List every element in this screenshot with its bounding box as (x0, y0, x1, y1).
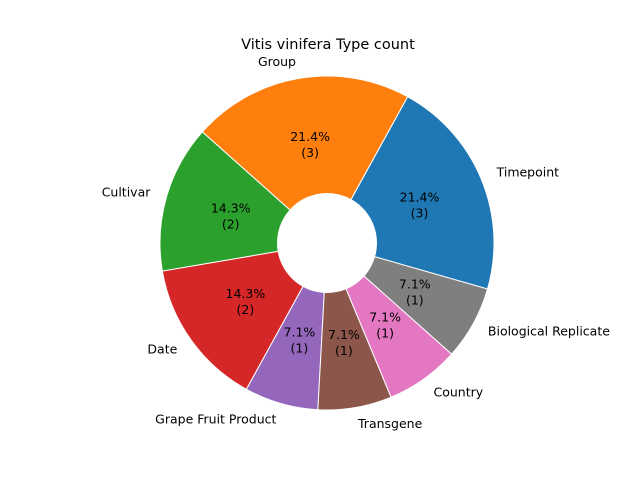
category-label-country: Country (434, 385, 484, 400)
slice-value-label-biological-replicate: 7.1% (1) (399, 276, 431, 307)
slice-value-label-transgene: 7.1% (1) (328, 327, 360, 358)
category-label-group: Group (258, 54, 296, 69)
donut-hole (277, 193, 377, 293)
slice-value-label-date: 14.3% (2) (226, 286, 266, 317)
category-label-date: Date (147, 342, 177, 357)
category-label-biological-replicate: Biological Replicate (488, 324, 610, 339)
slice-value-label-country: 7.1% (1) (369, 310, 401, 341)
slice-value-label-timepoint: 21.4% (3) (400, 190, 440, 221)
slice-value-label-cultivar: 14.3% (2) (211, 200, 251, 231)
category-label-grape-fruit-product: Grape Fruit Product (155, 412, 276, 427)
slice-value-label-grape-fruit-product: 7.1% (1) (284, 324, 316, 355)
category-label-transgene: Transgene (357, 416, 423, 431)
slice-value-label-group: 21.4% (3) (290, 129, 330, 160)
category-label-timepoint: Timepoint (496, 165, 560, 180)
category-label-cultivar: Cultivar (102, 184, 152, 199)
pie-slice-date (161, 242, 328, 390)
pie-slice-group (201, 75, 409, 244)
chart-title: Vitis vinifera Type count (241, 37, 415, 53)
